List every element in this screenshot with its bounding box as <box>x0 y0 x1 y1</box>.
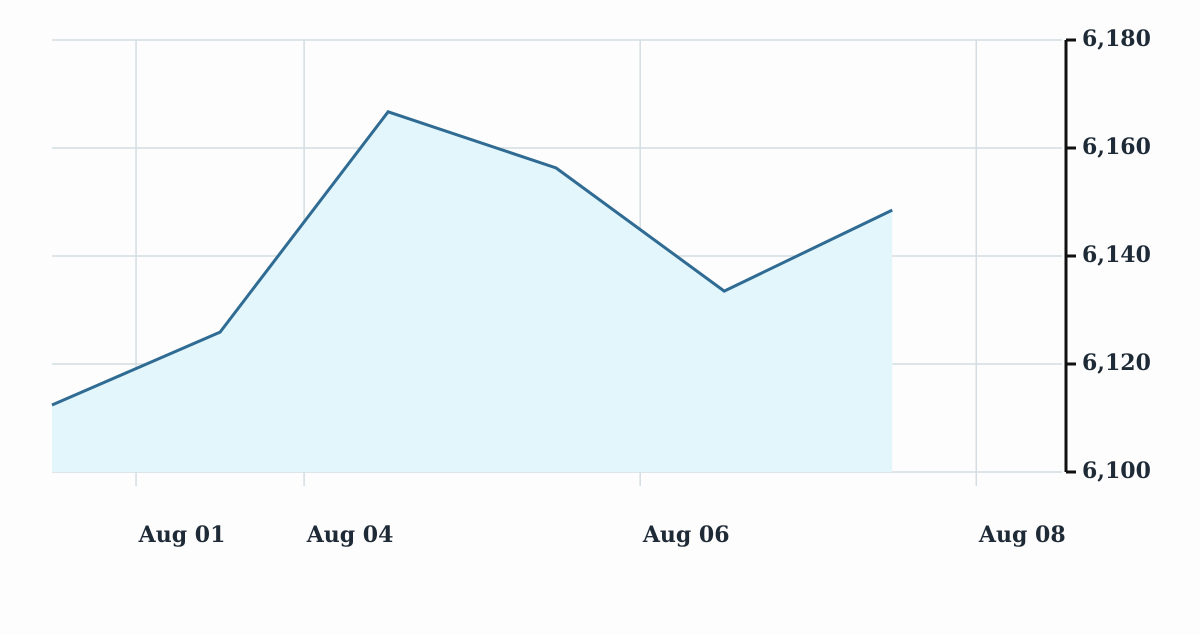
y-tick-label: 6,140 <box>1082 242 1151 268</box>
line <box>51 110 893 407</box>
x-tick-label: Aug 08 <box>978 522 1066 548</box>
y-tick-label: 6,100 <box>1082 458 1151 484</box>
x-tick-label: Aug 01 <box>138 522 226 548</box>
y-tick-label: 6,160 <box>1082 134 1151 160</box>
area <box>52 111 893 472</box>
y-tick-label: 6,180 <box>1082 26 1151 52</box>
x-tick-label: Aug 06 <box>642 522 730 548</box>
y-tick-label: 6,120 <box>1082 350 1151 376</box>
x-tick-label: Aug 04 <box>306 522 394 548</box>
